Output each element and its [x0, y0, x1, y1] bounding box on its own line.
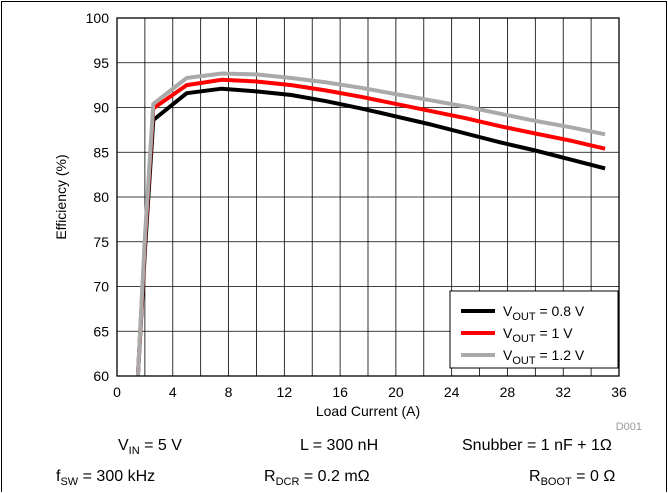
y-tick-label: 60	[93, 368, 109, 384]
fsw-value: = 300 kHz	[78, 468, 156, 485]
x-tick-label: 20	[388, 384, 404, 400]
fsw-symbol: f	[56, 468, 61, 485]
x-tick-labels: 0 4 8 12 16 20 24 28 32 36	[113, 384, 627, 400]
rboot-subscript: BOOT	[540, 476, 572, 488]
condition-snubber: Snubber = 1 nF + 1Ω	[462, 437, 612, 454]
x-tick-label: 16	[332, 384, 348, 400]
y-tick-labels: 60 65 70 75 80 85 90 95 100	[86, 10, 110, 384]
y-tick-label: 90	[93, 100, 109, 116]
x-axis-label: Load Current (A)	[316, 403, 420, 419]
y-tick-label: 65	[93, 323, 109, 339]
series-line-2	[135, 77, 606, 377]
series-line-3	[135, 71, 606, 377]
series-group	[135, 71, 606, 377]
y-tick-label: 80	[93, 189, 109, 205]
condition-vin: VIN = 5 V	[118, 436, 182, 457]
rboot-value: = 0 Ω	[571, 468, 616, 485]
x-tick-label: 12	[277, 384, 293, 400]
reference-id: D001	[616, 421, 642, 433]
plot-border	[116, 17, 620, 377]
condition-rboot: RBOOT = 0 Ω	[529, 467, 616, 488]
fsw-subscript: SW	[60, 476, 79, 488]
x-tick-label: 0	[113, 384, 121, 400]
legend-label-1: VOUT = 0.8 V	[503, 303, 585, 323]
y-axis-label: Efficiency (%)	[53, 154, 69, 239]
legend-label-2: VOUT = 1 V	[503, 325, 573, 345]
vin-symbol: V	[118, 437, 129, 454]
rdcr-subscript: DCR	[275, 476, 300, 488]
y-tick-label: 95	[93, 55, 109, 71]
rboot-symbol: R	[529, 468, 541, 485]
rdcr-symbol: R	[264, 468, 276, 485]
x-tick-label: 32	[555, 384, 571, 400]
rdcr-value: = 0.2 mΩ	[299, 468, 370, 485]
x-tick-label: 4	[169, 384, 177, 400]
y-tick-label: 75	[93, 234, 109, 250]
condition-inductance: L = 300 nH	[300, 437, 379, 454]
x-tick-label: 24	[444, 384, 460, 400]
x-tick-label: 36	[611, 384, 627, 400]
y-tick-label: 85	[93, 144, 109, 160]
x-tick-label: 8	[225, 384, 233, 400]
series-line-1	[135, 86, 606, 377]
legend-label-3: VOUT = 1.2 V	[503, 347, 585, 367]
y-tick-label: 70	[93, 279, 109, 295]
vin-subscript: IN	[128, 445, 140, 457]
condition-fsw: fSW = 300 kHz	[56, 467, 156, 488]
vin-value: = 5 V	[139, 437, 182, 454]
x-tick-label: 28	[500, 384, 516, 400]
y-tick-label: 100	[86, 10, 110, 26]
condition-rdcr: RDCR = 0.2 mΩ	[264, 467, 370, 488]
